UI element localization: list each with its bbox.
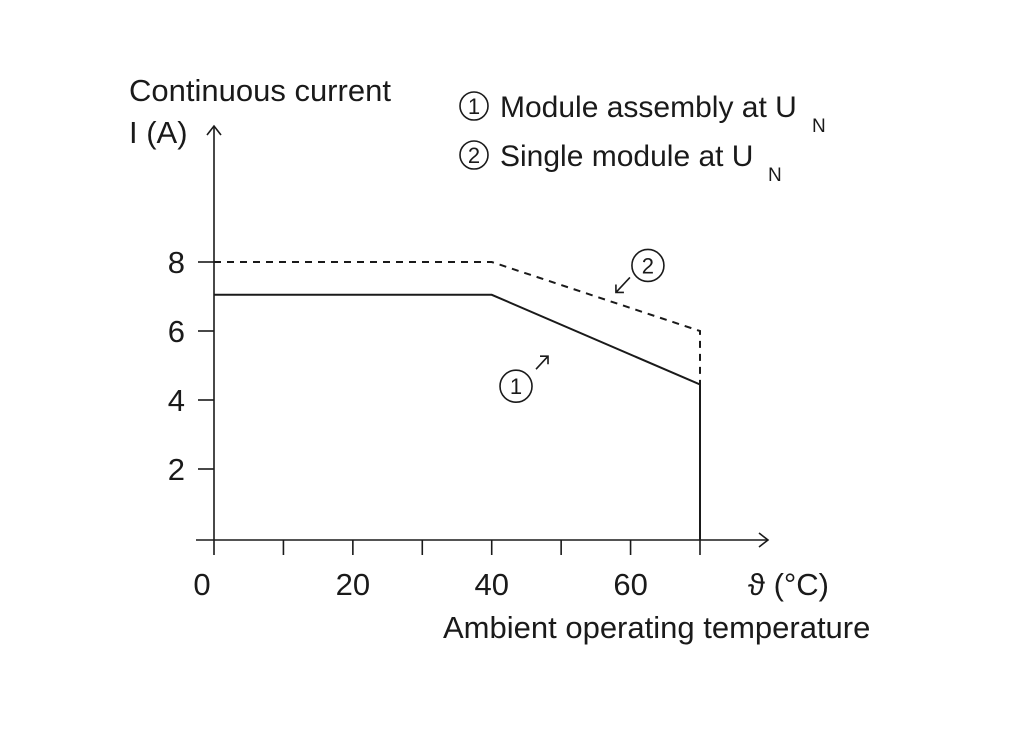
x-axis-unit-label: ϑ (°C) [748,567,829,602]
series-1-line [214,293,701,540]
x-axis-title: Ambient operating temperature [443,610,870,645]
legend-text-1: Module assembly at U [500,91,797,124]
y-axis-title-line1: Continuous current [129,73,391,108]
callout-1-circle [499,369,533,404]
callout-2-label: 2 [642,253,654,278]
series-layer [214,261,701,540]
y-axis-title-line2: I (A) [129,115,188,150]
y-tick-label: 8 [168,245,185,280]
y-axis-arrow [206,124,222,136]
legend-text-2: Single module at U [500,140,753,173]
legend-item-1: 1 Module assembly at U N [459,91,826,137]
x-tick-label: 20 [336,567,370,602]
callout-2-arrow [615,276,631,294]
y-tick-label: 6 [168,314,185,349]
legend-sub-1: N [812,116,826,137]
x-tick-label: 0 [193,567,210,602]
legend-marker-1-circle [459,91,489,121]
legend-item-2: 2 Single module at U N [459,140,782,186]
legend-marker-2-circle [459,140,489,170]
x-axis-arrow [758,532,770,548]
x-tick-label: 40 [474,567,508,602]
callout-2-circle [631,248,665,283]
y-tick-label: 4 [168,383,185,418]
x-ticks: 0 20 40 60 [193,540,701,602]
legend-marker-2: 2 [468,143,480,168]
callout-layer: 12 [499,248,665,404]
series-2-line [214,261,701,540]
y-ticks: 2 4 6 8 [168,245,214,487]
legend-marker-1: 1 [468,94,480,119]
callout-1-label: 1 [510,374,522,399]
y-tick-label: 2 [168,452,185,487]
callout-1-arrow [535,355,549,370]
legend: 1 Module assembly at U N 2 Single module… [459,91,826,186]
legend-sub-2: N [768,165,782,186]
x-tick-label: 60 [613,567,647,602]
